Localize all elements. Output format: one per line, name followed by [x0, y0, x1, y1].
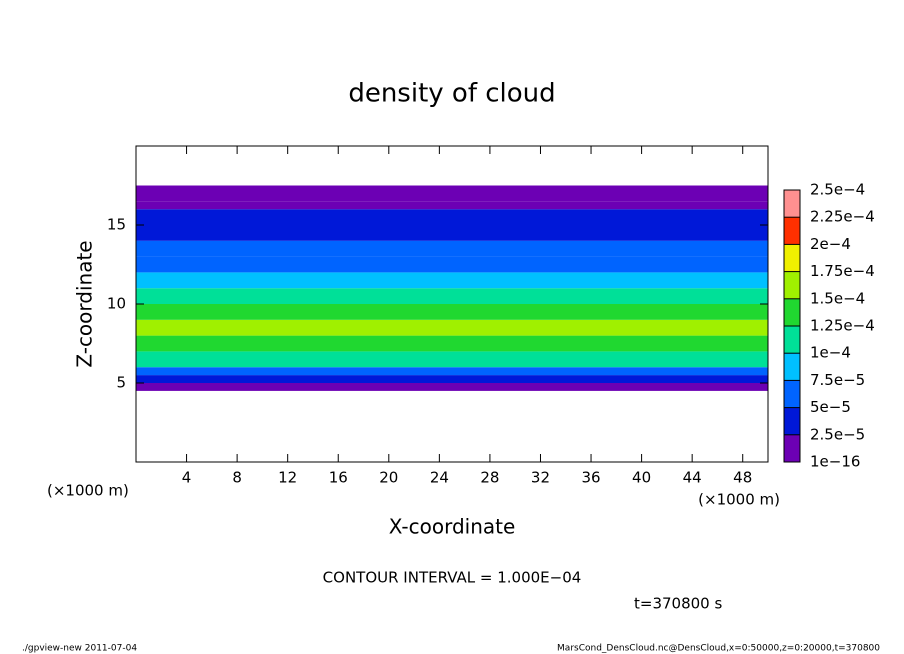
colorbar-band [784, 353, 800, 381]
x-tick-label: 48 [733, 469, 752, 487]
colorbar-band [784, 217, 800, 245]
x-tick-label: 40 [632, 469, 651, 487]
colorbar-label: 1e−4 [810, 344, 851, 362]
x-tick-label: 28 [480, 469, 499, 487]
density-band [136, 240, 768, 257]
density-band [136, 367, 768, 376]
x-axis-label: X-coordinate [389, 515, 516, 539]
colorbar-band [784, 244, 800, 272]
colorbar-label: 7.5e−5 [810, 371, 865, 389]
x-tick-label: 4 [182, 469, 192, 487]
x-tick-label: 32 [531, 469, 550, 487]
contour-note: CONTOUR INTERVAL = 1.000E−04 [323, 569, 582, 587]
y-axis-label: Z-coordinate [73, 240, 97, 367]
colorbar-band [784, 434, 800, 462]
y-unit: (×1000 m) [47, 482, 129, 500]
x-tick-label: 8 [232, 469, 242, 487]
density-band [136, 383, 768, 391]
density-band [136, 335, 768, 352]
density-band [136, 256, 768, 273]
time-label: t=370800 s [634, 595, 722, 613]
density-band [136, 304, 768, 320]
density-band [136, 319, 768, 336]
x-tick-label: 44 [683, 469, 702, 487]
x-tick-label: 16 [329, 469, 348, 487]
y-tick-label: 10 [107, 295, 126, 313]
colorbar-label: 1.75e−4 [810, 262, 875, 280]
density-band [136, 272, 768, 289]
footer-left: ./gpview-new 2011-07-04 [22, 644, 137, 654]
colorbar-band [784, 407, 800, 435]
colorbar-band [784, 298, 800, 326]
x-unit: (×1000 m) [698, 491, 780, 509]
colorbar-label: 1e−16 [810, 453, 860, 471]
colorbar-label: 2.5e−5 [810, 425, 865, 443]
x-tick-label: 24 [430, 469, 449, 487]
colorbar-label: 5e−5 [810, 398, 851, 416]
colorbar-label: 2.25e−4 [810, 208, 875, 226]
density-band [136, 288, 768, 304]
density-band [136, 351, 768, 368]
density-band [136, 185, 768, 202]
colorbar-label: 2.5e−4 [810, 181, 865, 199]
x-tick-label: 36 [581, 469, 600, 487]
x-tick-label: 12 [278, 469, 297, 487]
density-band [136, 225, 768, 241]
density-band [136, 375, 768, 383]
density-band [136, 201, 768, 210]
colorbar-label: 1.25e−4 [810, 317, 875, 335]
colorbar-band [784, 326, 800, 354]
chart-title: density of cloud [348, 79, 555, 109]
colorbar-label: 2e−4 [810, 235, 851, 253]
y-tick-label: 5 [116, 374, 126, 392]
colorbar-band [784, 380, 800, 408]
density-band [136, 209, 768, 225]
footer-right: MarsCond_DensCloud.nc@DensCloud,x=0:5000… [557, 644, 880, 654]
colorbar-band [784, 271, 800, 299]
x-tick-label: 20 [379, 469, 398, 487]
colorbar-band [784, 190, 800, 218]
y-tick-label: 15 [107, 216, 126, 234]
colorbar-label: 1.5e−4 [810, 289, 865, 307]
